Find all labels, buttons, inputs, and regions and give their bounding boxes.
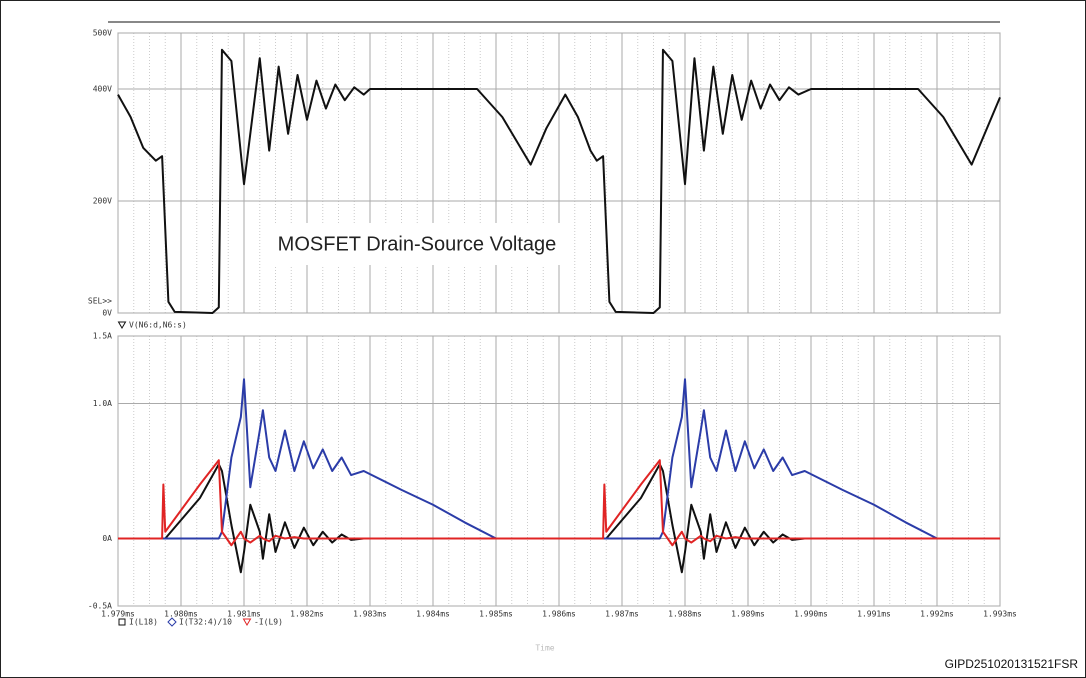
y-tick-label: 200V — [93, 197, 112, 206]
annotation: MOSFET Drain-Source Voltage — [278, 233, 557, 255]
x-tick-label: 1.988ms — [668, 610, 702, 619]
x-tick-label: 1.984ms — [416, 610, 450, 619]
x-axis-label: Time — [535, 644, 554, 653]
legend-label: I(L18) — [129, 618, 158, 627]
x-tick-label: 1.989ms — [731, 610, 765, 619]
series-line — [117, 48, 1001, 314]
x-tick-label: 1.992ms — [920, 610, 954, 619]
legend-marker — [117, 321, 127, 329]
x-tick-label: 1.979ms — [101, 610, 135, 619]
y-tick-label: 1.5A — [93, 332, 112, 341]
legend-label: -I(L9) — [254, 618, 283, 627]
legend-label: I(T32:4)/10 — [179, 618, 232, 627]
x-tick-label: 1.990ms — [794, 610, 828, 619]
x-tick-label: 1.991ms — [857, 610, 891, 619]
figure-id: GIPD251020131521FSR — [944, 657, 1078, 671]
legend-label: V(N6:d,N6:s) — [129, 321, 187, 330]
y-tick-label: 400V — [93, 85, 112, 94]
x-tick-label: 1.993ms — [983, 610, 1017, 619]
y-tick-label: 0A — [102, 534, 112, 543]
series-line — [118, 459, 1000, 547]
x-tick-label: 1.985ms — [479, 610, 513, 619]
legend-marker — [118, 618, 126, 626]
y-tick-label: -0.5A — [88, 602, 112, 611]
x-tick-label: 1.983ms — [353, 610, 387, 619]
y-tick-label: 1.0A — [93, 399, 112, 408]
y-tick-label: 0V — [102, 309, 112, 318]
x-tick-label: 1.987ms — [605, 610, 639, 619]
cursor-label: SEL>> — [88, 297, 112, 306]
y-tick-label: 500V — [93, 29, 112, 38]
x-tick-label: 1.980ms — [164, 610, 198, 619]
legend-marker — [242, 618, 252, 626]
legend-marker — [167, 617, 177, 627]
annotation-bg — [262, 223, 572, 265]
x-tick-label: 1.986ms — [542, 610, 576, 619]
x-tick-label: 1.981ms — [227, 610, 261, 619]
x-tick-label: 1.982ms — [290, 610, 324, 619]
